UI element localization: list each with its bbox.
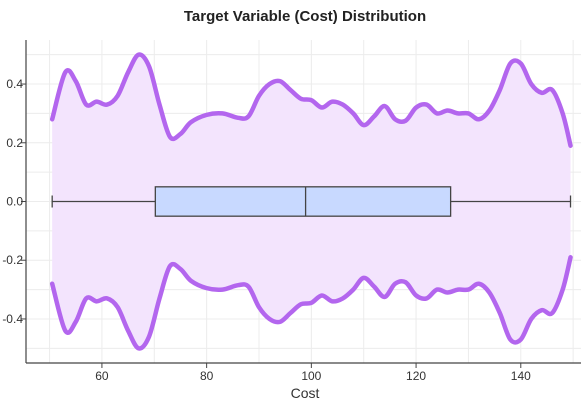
y-axis-ticks: 0.4 0.2 0.0 -0.2 -0.4: [2, 77, 26, 326]
violin-outline-bottom: [49, 255, 573, 351]
x-tick-label: 60: [95, 369, 109, 383]
x-tick-label: 80: [200, 369, 214, 383]
x-axis-ticks: 60 80 100 120 140: [95, 363, 531, 383]
y-tick-label: -0.4: [2, 312, 23, 326]
x-tick-label: 120: [406, 369, 426, 383]
y-tick-label: -0.2: [2, 253, 23, 267]
x-axis-title: Cost: [291, 385, 320, 401]
violin-outline-top: [49, 52, 573, 148]
x-tick-label: 140: [511, 369, 531, 383]
y-tick-label: 0.2: [6, 136, 23, 150]
boxplot: [51, 186, 572, 217]
chart-title: Target Variable (Cost) Distribution: [184, 8, 426, 25]
x-tick-label: 100: [301, 369, 321, 383]
y-tick-label: 0.0: [6, 195, 23, 209]
y-tick-label: 0.4: [6, 77, 23, 91]
box-iqr: [154, 186, 452, 217]
